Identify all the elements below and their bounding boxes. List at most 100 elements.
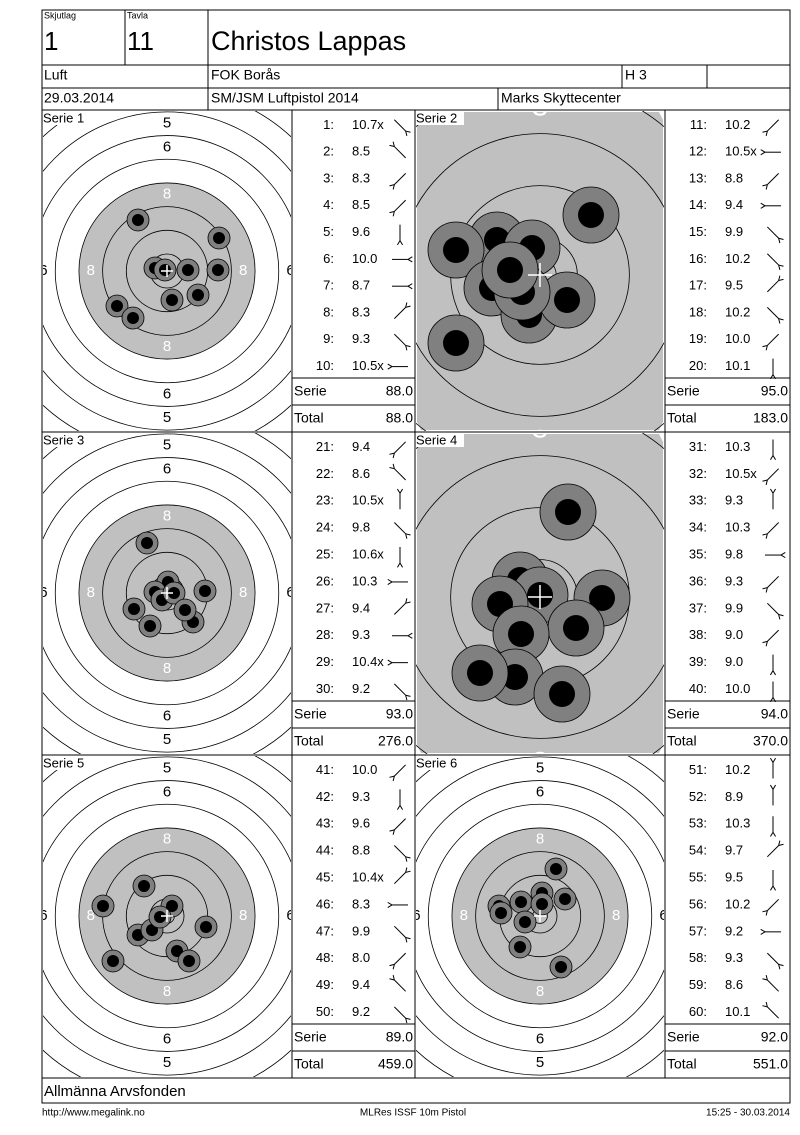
shot-number: 1: <box>323 117 334 132</box>
ring-label: 8 <box>87 262 95 279</box>
direction-arrow <box>394 765 405 776</box>
shot-score: 9.3 <box>352 627 370 642</box>
total-value: 370.0 <box>753 733 788 749</box>
value: 11 <box>127 26 154 56</box>
shot-number: 29: <box>316 654 334 669</box>
shot-score: 10.7x <box>352 117 384 132</box>
direction-arrow <box>767 307 778 318</box>
shot-hole <box>554 287 580 313</box>
ring-label: 6 <box>163 138 171 155</box>
direction-arrow <box>761 206 765 209</box>
shot-score: 8.0 <box>352 950 370 965</box>
ring-label: 7 <box>163 362 171 379</box>
shot-hole <box>183 955 195 967</box>
ring-label: 5 <box>16 907 24 924</box>
direction-arrow <box>770 455 773 459</box>
shot-number: 31: <box>689 439 707 454</box>
ring-label: 6 <box>39 907 47 924</box>
ring-label: 4 <box>163 91 171 108</box>
ring-label: 6 <box>286 584 294 601</box>
direction-arrow <box>770 785 773 789</box>
direction-arrow <box>394 173 405 184</box>
value: 29.03.2014 <box>44 90 114 106</box>
shot-number: 12: <box>689 144 707 159</box>
shot-score: 8.7 <box>352 278 370 293</box>
ring-label: 8 <box>239 907 247 924</box>
direction-arrow <box>767 845 778 856</box>
ring-label: 5 <box>163 731 171 748</box>
shot-number: 57: <box>689 923 707 938</box>
direction-arrow <box>388 905 392 908</box>
serie-value: 89.0 <box>386 1029 413 1045</box>
shot-score: 10.4x <box>352 654 384 669</box>
shot-number: 34: <box>689 520 707 535</box>
direction-arrow <box>408 257 412 260</box>
direction-arrow <box>770 489 773 493</box>
shot-number: 23: <box>316 493 334 508</box>
ring-label: 8 <box>163 983 171 1000</box>
shot-score: 9.2 <box>725 923 743 938</box>
label: Tavla <box>127 10 148 20</box>
total-value: 459.0 <box>378 1056 413 1072</box>
shot-hole <box>97 900 109 912</box>
direction-arrow <box>394 334 405 345</box>
ring-label: 7 <box>163 1007 171 1024</box>
value: 1 <box>44 26 58 56</box>
ring-label: 6 <box>659 907 667 924</box>
ring-label: 8 <box>460 907 468 924</box>
direction-arrow <box>388 364 392 367</box>
shot-score: 8.5 <box>352 144 370 159</box>
direction-arrow <box>761 932 765 935</box>
shot-hole <box>443 330 469 356</box>
shot-number: 21: <box>316 439 334 454</box>
ring-label: 7 <box>163 807 171 824</box>
direction-arrow <box>400 241 403 245</box>
footer-time: 15:25 - 30.03.2014 <box>706 1108 790 1119</box>
shot-number: 36: <box>689 573 707 588</box>
direction-arrow <box>770 832 773 836</box>
direction-arrow <box>394 819 405 830</box>
shot-number: 47: <box>316 923 334 938</box>
direction-arrow <box>761 152 765 155</box>
shot-score: 8.3 <box>352 170 370 185</box>
shot-score: 9.9 <box>352 923 370 938</box>
ring-label: 7 <box>263 584 271 601</box>
ring-label: 6 <box>163 1031 171 1048</box>
ring-label: 8 <box>612 907 620 924</box>
ring-label: 4 <box>536 1078 544 1095</box>
ring-label: 5 <box>163 437 171 454</box>
total-label: Total <box>667 1056 697 1072</box>
shot-number: 8: <box>323 304 334 319</box>
direction-arrow <box>388 660 392 663</box>
shot-hole <box>111 300 123 312</box>
shot-hole <box>549 681 575 707</box>
direction-arrow <box>781 555 785 558</box>
shot-score: 8.3 <box>352 896 370 911</box>
shot-number: 22: <box>316 466 334 481</box>
direction-arrow <box>388 579 392 582</box>
shot-number: 35: <box>689 546 707 561</box>
shot-score: 10.3 <box>725 816 750 831</box>
direction-arrow <box>773 832 776 836</box>
direction-arrow <box>767 227 778 238</box>
ring-label: 6 <box>412 907 420 924</box>
direction-arrow <box>394 980 405 991</box>
ring-label: 8 <box>536 831 544 848</box>
shot-hole <box>519 916 531 928</box>
shot-number: 17: <box>689 278 707 293</box>
direction-arrow <box>767 254 778 265</box>
shot-score: 9.0 <box>725 627 743 642</box>
shot-number: 50: <box>316 1004 334 1019</box>
shot-score: 10.5x <box>352 358 384 373</box>
shooter-name: Christos Lappas <box>211 26 406 56</box>
shot-score: 9.2 <box>352 681 370 696</box>
label: Skjutlag <box>44 10 76 20</box>
shot-hole <box>559 893 571 905</box>
shot-number: 51: <box>689 762 707 777</box>
shot-score: 9.4 <box>352 439 370 454</box>
direction-arrow <box>770 886 773 890</box>
direction-arrow <box>767 603 778 614</box>
shot-hole <box>154 911 166 923</box>
ring-label: 7 <box>63 584 71 601</box>
